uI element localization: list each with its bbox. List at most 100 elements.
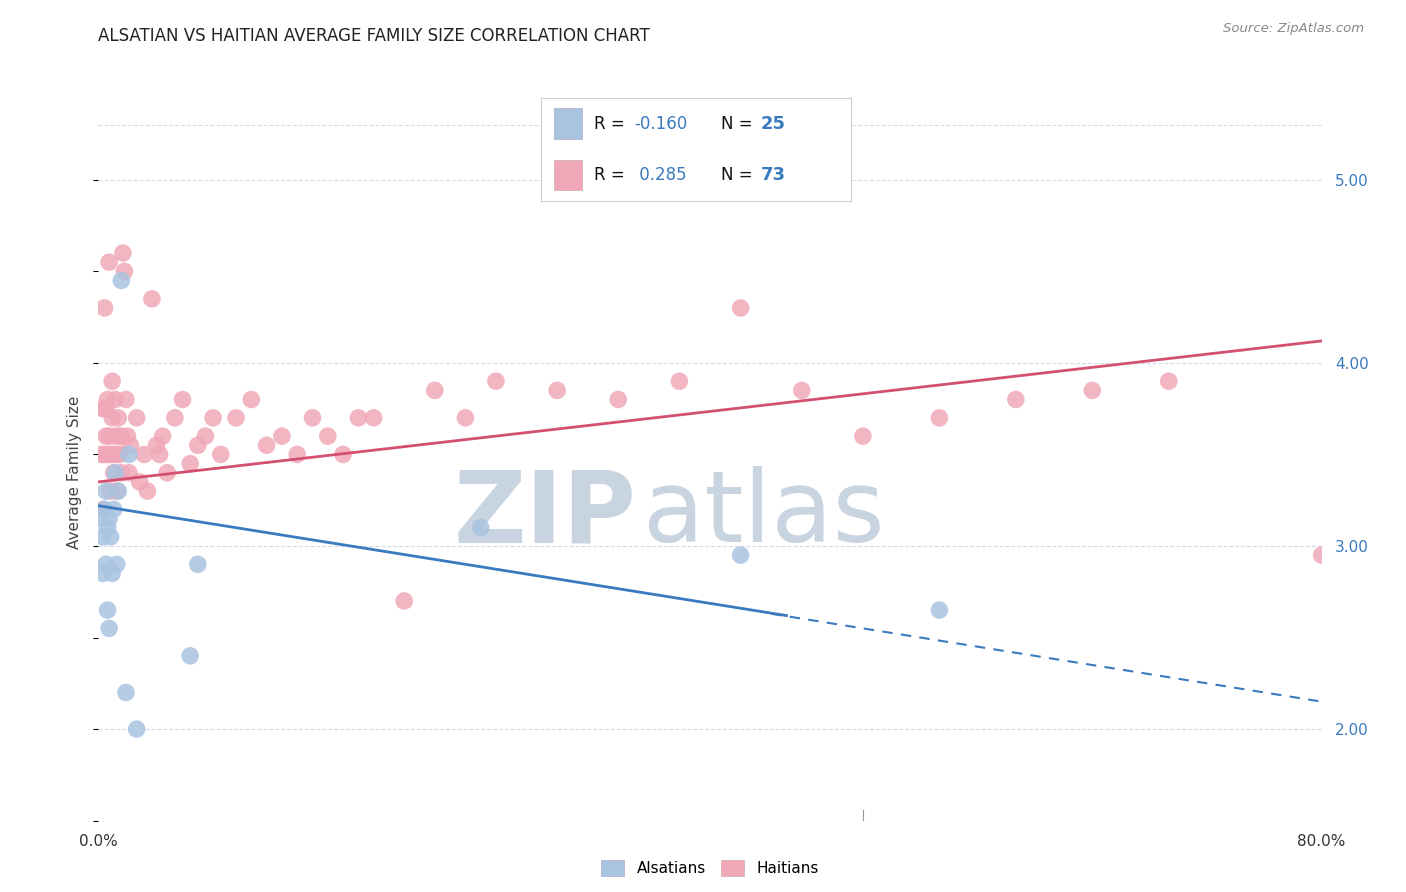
Point xyxy=(316,429,339,443)
Point xyxy=(90,511,112,525)
Bar xyxy=(554,108,582,139)
Point xyxy=(105,484,128,499)
Point xyxy=(93,447,115,461)
Point xyxy=(93,502,115,516)
Point xyxy=(1310,548,1333,562)
Point xyxy=(546,384,568,398)
Point xyxy=(105,558,128,572)
Point xyxy=(134,447,156,461)
Point xyxy=(91,530,114,544)
Point xyxy=(98,255,121,269)
Point xyxy=(117,429,139,443)
Point xyxy=(209,447,232,461)
Legend: Alsatians, Haitians: Alsatians, Haitians xyxy=(595,855,825,882)
Point xyxy=(97,392,120,407)
Text: ZIP: ZIP xyxy=(454,466,637,563)
Point xyxy=(110,273,132,287)
Point xyxy=(100,484,122,499)
Point xyxy=(103,466,125,480)
Point xyxy=(347,410,370,425)
Text: 25: 25 xyxy=(761,115,786,133)
Point xyxy=(790,384,813,398)
Point xyxy=(152,429,174,443)
Point xyxy=(105,447,128,461)
Point xyxy=(392,594,416,608)
Point xyxy=(301,410,323,425)
Point xyxy=(91,566,114,581)
Point xyxy=(112,264,135,278)
Point xyxy=(97,447,120,461)
Point xyxy=(101,410,124,425)
Text: 73: 73 xyxy=(761,166,786,184)
Point xyxy=(94,429,117,443)
Point xyxy=(1004,392,1026,407)
Point xyxy=(852,429,875,443)
Point xyxy=(194,429,217,443)
Point xyxy=(90,447,112,461)
Point xyxy=(730,548,752,562)
Point xyxy=(104,429,127,443)
Text: 0.285: 0.285 xyxy=(634,166,686,184)
Point xyxy=(141,292,163,306)
Point xyxy=(98,429,121,443)
Text: ALSATIAN VS HAITIAN AVERAGE FAMILY SIZE CORRELATION CHART: ALSATIAN VS HAITIAN AVERAGE FAMILY SIZE … xyxy=(98,27,650,45)
Point xyxy=(93,301,115,315)
Point xyxy=(156,466,179,480)
Point xyxy=(128,475,150,489)
Text: Source: ZipAtlas.com: Source: ZipAtlas.com xyxy=(1223,22,1364,36)
Point xyxy=(107,410,129,425)
Point xyxy=(104,392,127,407)
Text: -0.160: -0.160 xyxy=(634,115,688,133)
Point xyxy=(118,447,141,461)
Point xyxy=(607,392,630,407)
Point xyxy=(668,374,690,388)
Point xyxy=(100,447,122,461)
Point xyxy=(454,410,477,425)
Point xyxy=(1157,374,1180,388)
Point xyxy=(136,484,159,499)
Bar xyxy=(554,160,582,190)
Point xyxy=(1081,384,1104,398)
Text: N =: N = xyxy=(721,166,758,184)
Point xyxy=(125,410,148,425)
Point xyxy=(103,502,125,516)
Point xyxy=(107,429,129,443)
Text: R =: R = xyxy=(593,166,630,184)
Point xyxy=(730,301,752,315)
Text: R =: R = xyxy=(593,115,630,133)
Text: N =: N = xyxy=(721,115,758,133)
Point xyxy=(98,511,121,525)
Y-axis label: Average Family Size: Average Family Size xyxy=(67,396,83,549)
Point xyxy=(928,410,950,425)
Point xyxy=(332,447,354,461)
Point xyxy=(98,621,121,635)
Point xyxy=(110,429,132,443)
Point xyxy=(285,447,308,461)
Point xyxy=(94,401,117,416)
Text: atlas: atlas xyxy=(643,466,884,563)
Point xyxy=(240,392,263,407)
Point xyxy=(115,392,138,407)
Point xyxy=(101,566,124,581)
Point xyxy=(120,438,142,452)
Point xyxy=(100,530,122,544)
Point xyxy=(149,447,172,461)
Point xyxy=(94,484,117,499)
Point xyxy=(225,410,247,425)
Point xyxy=(172,392,194,407)
Point xyxy=(94,558,117,572)
Point xyxy=(101,374,124,388)
Point xyxy=(103,447,125,461)
Point xyxy=(91,401,114,416)
Point xyxy=(202,410,225,425)
Point xyxy=(97,521,120,535)
Point xyxy=(107,484,129,499)
Point xyxy=(187,558,209,572)
Point xyxy=(125,722,148,736)
Point xyxy=(256,438,278,452)
Point xyxy=(179,457,201,471)
Point xyxy=(928,603,950,617)
Point xyxy=(145,438,167,452)
Point xyxy=(97,603,120,617)
Point xyxy=(111,246,134,260)
